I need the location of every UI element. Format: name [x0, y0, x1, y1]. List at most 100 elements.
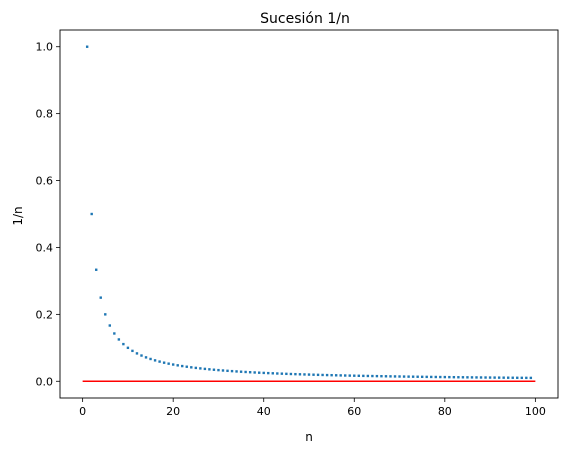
data-point [479, 376, 483, 379]
data-point [516, 376, 519, 379]
y-tick-label: 0.8 [36, 108, 54, 121]
data-point [271, 372, 274, 375]
y-tick-label: 0.6 [36, 175, 54, 188]
data-point [95, 268, 98, 271]
data-point [298, 373, 302, 376]
data-point [126, 346, 130, 350]
data-point [357, 374, 360, 377]
data-point [307, 373, 311, 376]
x-tick-label: 20 [166, 405, 180, 418]
data-point [525, 376, 528, 380]
data-point [353, 374, 356, 377]
data-point [334, 374, 338, 377]
data-point [289, 372, 293, 376]
data-point [425, 375, 428, 379]
y-tick-label: 1.0 [36, 41, 54, 54]
data-point [212, 368, 216, 371]
data-point [325, 373, 329, 377]
data-point [167, 362, 170, 365]
data-point [416, 375, 419, 378]
data-point [330, 373, 333, 377]
data-point [199, 367, 202, 370]
data-point [475, 376, 478, 379]
data-point [402, 375, 406, 378]
y-tick-label: 0.2 [36, 308, 54, 321]
data-point [384, 375, 388, 378]
data-point [398, 375, 401, 378]
data-point [316, 373, 320, 377]
x-axis-ticks: 0 20 40 60 80 100 [79, 398, 546, 418]
data-point [520, 376, 523, 380]
plot-area [59, 29, 559, 399]
data-point [135, 352, 139, 355]
data-point [511, 376, 514, 379]
data-point [171, 363, 175, 366]
chart-title: Sucesión 1/n [260, 11, 350, 27]
data-point [280, 372, 284, 375]
data-point [493, 376, 496, 379]
data-point [448, 375, 451, 379]
data-point [262, 371, 265, 375]
x-tick-label: 0 [79, 405, 86, 418]
data-point [85, 45, 89, 48]
data-point [239, 370, 243, 373]
data-point [108, 324, 111, 327]
data-point [285, 372, 288, 376]
data-point [185, 365, 188, 368]
data-point [176, 364, 179, 367]
y-tick-label: 0.0 [36, 375, 54, 388]
x-tick-label: 60 [347, 405, 361, 418]
data-point [439, 375, 442, 379]
data-point [208, 368, 211, 371]
data-point [457, 376, 460, 379]
data-point [267, 371, 270, 375]
data-point [303, 373, 306, 376]
data-point [230, 369, 234, 373]
data-point [362, 374, 365, 378]
data-point [276, 372, 279, 375]
data-point [339, 374, 342, 377]
data-point [149, 357, 152, 361]
data-point [411, 375, 415, 378]
data-point [389, 375, 392, 378]
data-point [99, 296, 102, 299]
data-point [321, 373, 324, 377]
data-point [258, 371, 261, 374]
data-point [153, 359, 157, 362]
data-point [507, 376, 510, 379]
data-point [461, 376, 465, 379]
data-point [221, 369, 225, 372]
data-point [393, 375, 397, 378]
data-point [294, 372, 297, 376]
data-point [497, 376, 501, 379]
data-point [407, 375, 410, 378]
data-point [344, 374, 347, 377]
data-point [113, 332, 116, 335]
x-axis-label: n [305, 430, 313, 444]
x-tick-label: 100 [525, 405, 546, 418]
y-tick-label: 0.4 [36, 241, 54, 254]
data-point [194, 366, 198, 370]
data-point [131, 349, 134, 353]
data-point [371, 374, 374, 378]
data-point [502, 376, 505, 379]
data-point [466, 376, 469, 379]
data-point [366, 374, 370, 378]
data-point [430, 375, 433, 379]
data-point [203, 367, 207, 371]
data-point [488, 376, 492, 379]
y-axis-label: 1/n [11, 206, 25, 225]
data-point [144, 356, 148, 359]
data-point [375, 374, 379, 378]
data-point [529, 376, 533, 380]
data-point [248, 371, 252, 374]
data-point [253, 371, 256, 374]
data-point [181, 364, 184, 368]
points-layer [85, 45, 533, 380]
x-tick-label: 80 [438, 405, 452, 418]
data-point [140, 354, 143, 357]
data-point [217, 368, 220, 372]
data-point [235, 370, 238, 373]
data-point [443, 375, 447, 379]
